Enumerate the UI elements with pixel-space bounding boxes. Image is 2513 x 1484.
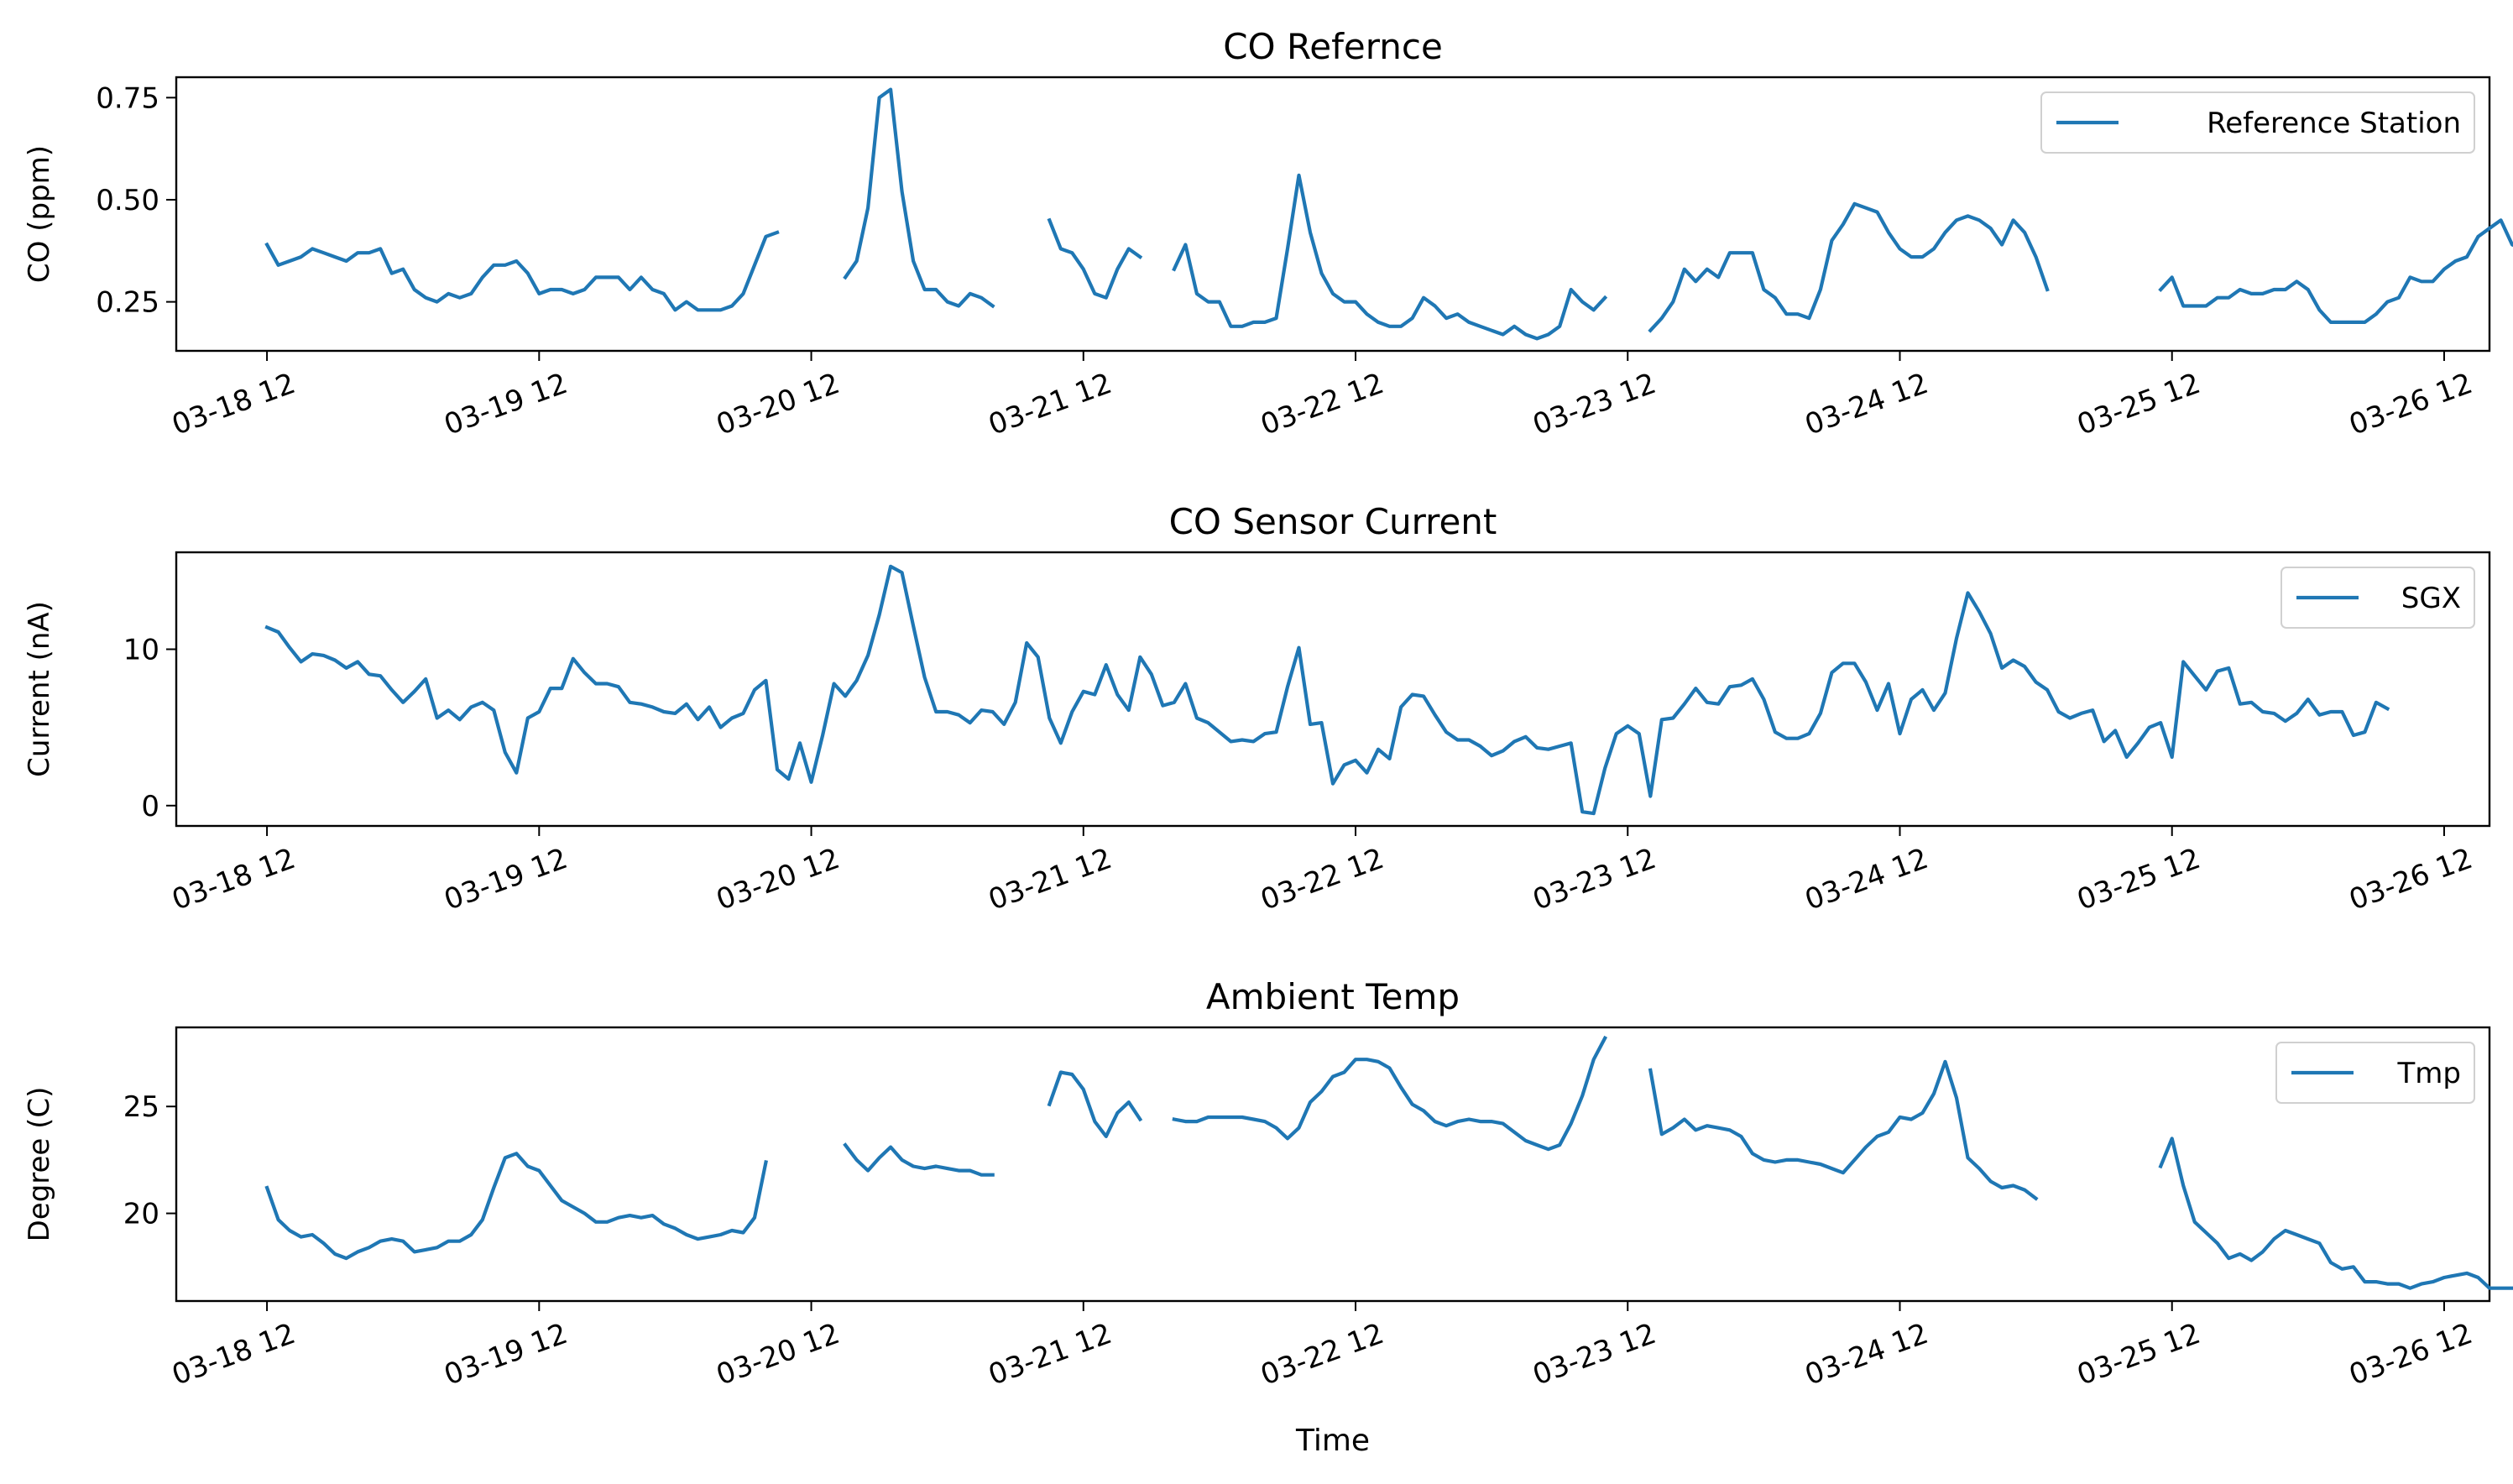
x-tick-label: 03-24 12 <box>1800 1317 1932 1393</box>
y-axis: 0.25 0.50 0.75 <box>96 81 176 320</box>
plot-area-frame <box>175 551 2491 828</box>
plot-area-frame <box>175 1026 2491 1303</box>
chart-title: CO Sensor Current <box>1169 501 1497 542</box>
x-axis-label: Time <box>1295 1424 1370 1458</box>
x-axis: 03-18 12 03-19 12 03-20 12 03-21 12 03-22 12… <box>168 1301 2477 1393</box>
chart-panel-co-reference: CO Refernce CO (ppm) 0.25 0.50 0.75 03-18 … <box>23 26 2513 442</box>
y-tick-label: 0.25 <box>96 286 159 320</box>
x-tick-label: 03-18 12 <box>168 842 300 917</box>
x-tick-label: 03-19 12 <box>440 1317 572 1393</box>
data-series <box>264 564 2390 816</box>
x-tick-label: 03-18 12 <box>168 1317 300 1393</box>
legend-label: Tmp <box>2397 1057 2461 1090</box>
x-tick-label: 03-20 12 <box>712 1317 844 1393</box>
legend-label: Reference Station <box>2207 107 2461 140</box>
series-line <box>1648 1059 2039 1201</box>
legend-box <box>2040 91 2475 154</box>
y-axis: 0 10 <box>123 633 176 823</box>
x-tick-label: 03-23 12 <box>1528 367 1660 442</box>
x-tick-label: 03-19 12 <box>440 367 572 442</box>
x-tick-label: 03-26 12 <box>2345 367 2477 442</box>
x-tick-label: 03-23 12 <box>1528 1317 1660 1393</box>
x-tick-label: 03-21 12 <box>985 367 1116 442</box>
series-line <box>843 87 995 309</box>
x-tick-label: 03-25 12 <box>2072 367 2204 442</box>
series-line <box>1172 173 1608 341</box>
x-axis: 03-18 12 03-19 12 03-20 12 03-21 12 03-22 12… <box>168 826 2477 917</box>
legend-label: SGX <box>2401 582 2461 615</box>
chart-panel-co-sensor-current: CO Sensor Current Current (nA) 0 10 03-18… <box>23 501 2491 917</box>
series-line <box>2158 218 2513 324</box>
legend: Tmp <box>2275 1042 2475 1104</box>
chart-title: Ambient Temp <box>1206 976 1460 1017</box>
y-axis-label: CO (ppm) <box>23 145 56 283</box>
x-tick-label: 03-21 12 <box>985 842 1116 917</box>
series-line <box>1047 1070 1143 1138</box>
x-tick-label: 03-18 12 <box>168 367 300 442</box>
series-line <box>1648 201 2050 333</box>
data-series <box>264 87 2513 341</box>
x-tick-label: 03-23 12 <box>1528 842 1660 917</box>
y-tick-label: 20 <box>123 1198 159 1231</box>
data-series <box>264 1035 2513 1290</box>
series-line <box>2158 1137 2513 1290</box>
y-tick-label: 0.75 <box>96 81 159 115</box>
series-line <box>1047 217 1143 300</box>
legend-box <box>2275 1042 2475 1104</box>
x-tick-label: 03-22 12 <box>1256 1317 1388 1393</box>
x-tick-label: 03-26 12 <box>2345 842 2477 917</box>
x-axis: 03-18 12 03-19 12 03-20 12 03-21 12 03-22 12… <box>168 351 2477 442</box>
y-tick-label: 0 <box>141 790 159 823</box>
legend: SGX <box>2281 567 2475 629</box>
series-line <box>264 1152 768 1261</box>
x-tick-label: 03-20 12 <box>712 367 844 442</box>
series-line <box>264 564 2390 816</box>
plot-area-frame <box>175 76 2491 353</box>
y-tick-label: 0.50 <box>96 184 159 217</box>
y-tick-label: 25 <box>123 1090 159 1124</box>
series-line <box>264 230 780 312</box>
y-tick-label: 10 <box>123 633 159 666</box>
y-axis-label: Current (nA) <box>23 601 56 777</box>
x-tick-label: 03-24 12 <box>1800 842 1932 917</box>
x-tick-label: 03-26 12 <box>2345 1317 2477 1393</box>
legend-box <box>2281 567 2475 629</box>
x-tick-label: 03-19 12 <box>440 842 572 917</box>
y-axis-label: Degree (C) <box>23 1087 56 1242</box>
x-tick-label: 03-20 12 <box>712 842 844 917</box>
legend: Reference Station <box>2040 91 2475 154</box>
series-line <box>843 1142 995 1177</box>
x-tick-label: 03-24 12 <box>1800 367 1932 442</box>
series-line <box>1172 1035 1608 1152</box>
chart-title: CO Refernce <box>1223 26 1443 67</box>
x-tick-label: 03-21 12 <box>985 1317 1116 1393</box>
x-tick-label: 03-22 12 <box>1256 367 1388 442</box>
x-tick-label: 03-22 12 <box>1256 842 1388 917</box>
x-tick-label: 03-25 12 <box>2072 1317 2204 1393</box>
x-tick-label: 03-25 12 <box>2072 842 2204 917</box>
